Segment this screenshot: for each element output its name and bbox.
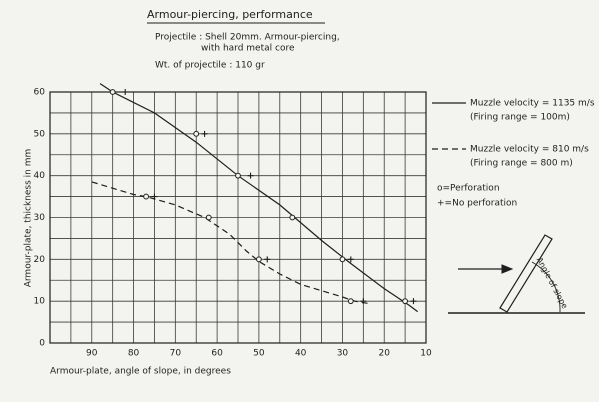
diagram-label: Angle of slope [535, 256, 570, 310]
y-axis-label: Armour-plate, thickness in mm [24, 149, 34, 288]
y-tick-label: 30 [34, 213, 46, 223]
x-tick-label: 10 [420, 349, 432, 359]
x-tick-label: 70 [170, 349, 182, 359]
slope-diagram [448, 234, 585, 314]
y-tick-label: 40 [34, 171, 46, 181]
perforation-marker [339, 256, 346, 263]
legend-label: Muzzle velocity = 810 m/s [470, 145, 589, 155]
y-tick-label: 0 [39, 339, 45, 349]
no-perforation-marker [264, 256, 271, 263]
x-tick-label: 40 [295, 349, 307, 359]
no-perforation-marker [410, 298, 417, 305]
y-tick-label: 60 [34, 88, 46, 98]
y-tick-label: 10 [34, 297, 46, 307]
subtitle: Projectile : Shell 20mm. Armour-piercing… [155, 33, 340, 43]
perforation-marker [205, 214, 212, 221]
y-tick-label: 20 [34, 255, 46, 265]
series-line [91, 181, 368, 304]
subtitle: Wt. of projectile : 110 gr [155, 61, 265, 71]
perforation-marker [289, 214, 296, 221]
no-perforation-marker [347, 256, 354, 263]
series-line [99, 83, 418, 313]
x-axis-label: Armour-plate, angle of slope, in degrees [50, 367, 231, 377]
no-perforation-marker [247, 172, 254, 179]
legend-note: (Firing range = 800 m) [470, 159, 573, 169]
y-tick-label: 50 [34, 129, 46, 139]
x-tick-label: 60 [211, 349, 223, 359]
x-tick-label: 80 [128, 349, 140, 359]
no-perforation-marker [360, 298, 367, 305]
x-tick-label: 90 [86, 349, 98, 359]
perforation-marker [109, 89, 116, 95]
no-perforation-marker [122, 89, 129, 95]
legend-note: (Firing range = 100m) [470, 113, 570, 123]
perforation-marker [193, 130, 200, 137]
no-perforation-marker [201, 130, 208, 137]
perforation-marker [402, 298, 409, 305]
arrow-head [501, 264, 514, 274]
x-tick-label: 20 [378, 349, 390, 359]
subtitle: with hard metal core [201, 44, 295, 54]
perforation-marker [143, 193, 149, 200]
plot-frame [49, 91, 427, 344]
angle-arc [531, 261, 561, 313]
x-tick-label: 30 [337, 349, 349, 359]
perforation-marker [347, 298, 354, 305]
x-tick-label: 50 [253, 349, 265, 359]
legend-label: Muzzle velocity = 1135 m/s [470, 99, 595, 109]
perforation-marker [255, 256, 262, 263]
legend-label: o=Perforation [437, 184, 500, 194]
perforation-marker [235, 172, 241, 179]
no-perforation-marker [151, 193, 158, 200]
chart-title: Armour-piercing, performance [147, 8, 313, 21]
legend-label: +=No perforation [437, 199, 517, 209]
plate [499, 234, 553, 313]
